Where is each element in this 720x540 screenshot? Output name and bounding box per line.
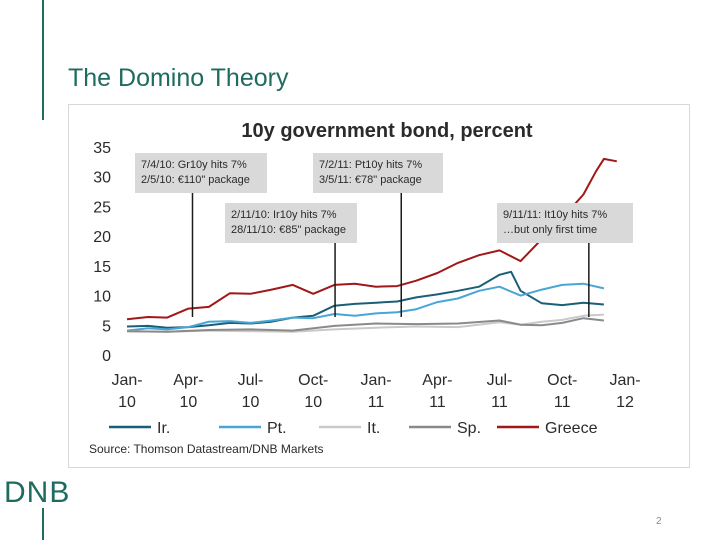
x-tick-label-line2: 11 bbox=[429, 394, 446, 411]
annotation-text: 9/11/11: It10y hits 7% bbox=[503, 209, 607, 221]
x-tick-label-line2: 10 bbox=[179, 394, 197, 411]
x-tick-label-line1: Jan- bbox=[609, 372, 640, 389]
legend-label: It. bbox=[367, 420, 380, 437]
series-line-ir bbox=[126, 270, 604, 329]
annotation-text: 7/2/11: Pt10y hits 7% bbox=[319, 159, 422, 171]
legend-label: Pt. bbox=[267, 420, 287, 437]
chart-panel: 10y government bond, percent 0 5 10 15 20 25 3… bbox=[68, 104, 690, 468]
top-divider-line bbox=[42, 0, 44, 120]
page-number: 2 bbox=[656, 516, 662, 527]
x-tick-label-line2: 10 bbox=[118, 394, 136, 411]
chart-source: Source: Thomson Datastream/DNB Markets bbox=[89, 442, 324, 456]
annotation-box bbox=[497, 203, 633, 243]
annotation-text: 3/5/11: €78" package bbox=[319, 174, 422, 186]
annotation-text: 7/4/10: Gr10y hits 7% bbox=[141, 159, 247, 171]
annotation-text: 2/11/10: Ir10y hits 7% bbox=[231, 209, 337, 221]
x-tick-label-line2: 12 bbox=[616, 394, 634, 411]
annotation-text: 28/11/10: €85" package bbox=[231, 224, 346, 236]
legend-label: Greece bbox=[545, 420, 598, 437]
x-tick-label-line2: 11 bbox=[554, 394, 571, 411]
y-tick-label: 35 bbox=[93, 140, 111, 157]
x-tick-label-line1: Jul- bbox=[238, 372, 264, 389]
x-tick-label-line2: 11 bbox=[491, 394, 508, 411]
bond-yield-chart: 10y government bond, percent 0 5 10 15 20 25 3… bbox=[89, 120, 641, 456]
x-tick-label-line1: Oct- bbox=[298, 372, 328, 389]
y-tick-label: 20 bbox=[93, 229, 111, 246]
x-tick-label-line1: Oct- bbox=[547, 372, 577, 389]
legend-label: Sp. bbox=[457, 420, 481, 437]
bottom-divider-line bbox=[42, 508, 44, 540]
slide-title: The Domino Theory bbox=[68, 64, 289, 92]
series-line-sp bbox=[126, 317, 605, 333]
chart-title: 10y government bond, percent bbox=[241, 120, 533, 142]
y-tick-label: 15 bbox=[93, 259, 111, 276]
x-tick-label-line1: Jan- bbox=[111, 372, 142, 389]
dnb-logo: DNB bbox=[4, 476, 71, 509]
x-tick-label-line2: 10 bbox=[304, 394, 322, 411]
x-tick-label-line2: 10 bbox=[242, 394, 260, 411]
x-tick-label-line1: Jul- bbox=[487, 372, 513, 389]
annotation-text: …but only first time bbox=[503, 224, 597, 236]
x-tick-label-line1: Apr- bbox=[173, 372, 203, 389]
y-tick-label: 5 bbox=[102, 318, 111, 335]
x-tick-label-line2: 11 bbox=[368, 394, 385, 411]
annotation-box bbox=[135, 153, 267, 193]
y-tick-label: 30 bbox=[93, 170, 111, 187]
annotation-text: 2/5/10: €110" package bbox=[141, 174, 250, 186]
y-tick-label: 0 bbox=[102, 348, 111, 365]
annotation-box bbox=[313, 153, 443, 193]
legend-label: Ir. bbox=[157, 420, 170, 437]
annotation-box bbox=[225, 203, 357, 243]
x-tick-label-line1: Jan- bbox=[360, 372, 391, 389]
x-tick-label-line1: Apr- bbox=[422, 372, 452, 389]
y-tick-label: 25 bbox=[93, 199, 111, 216]
y-tick-label: 10 bbox=[93, 289, 111, 306]
series-line-pt bbox=[126, 282, 605, 332]
